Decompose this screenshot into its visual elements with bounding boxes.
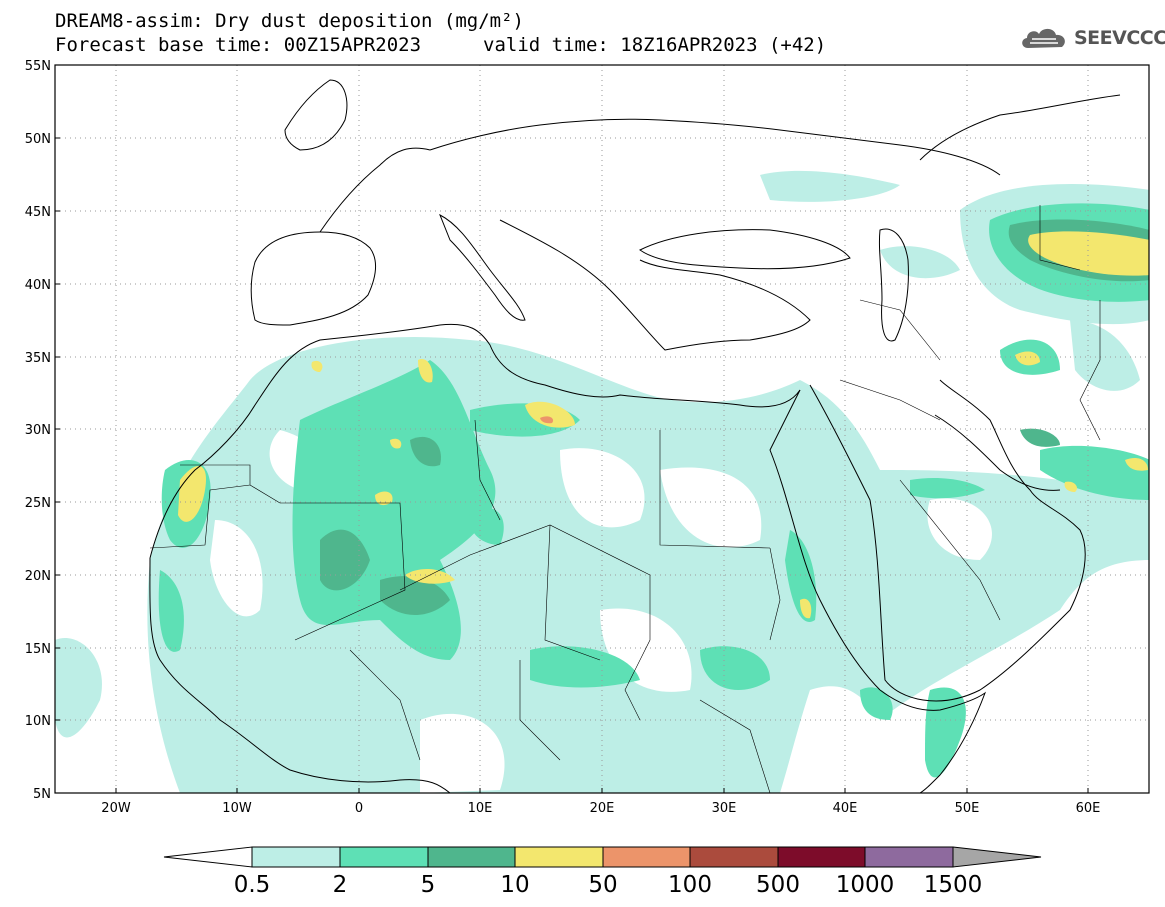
shading-layer [55, 170, 1149, 793]
legend-swatch-6 [689, 846, 779, 868]
map-title: DREAM8-assim: Dry dust deposition (mg/m²… [55, 10, 524, 32]
lon-label: 60E [1076, 801, 1101, 816]
legend-swatch-0 [163, 846, 253, 868]
lon-label: 30E [712, 801, 737, 816]
legend-label: 10 [500, 872, 529, 898]
dust-field-yellow [178, 466, 206, 522]
legend-label: 0.5 [234, 872, 271, 898]
lon-label: 20E [590, 801, 615, 816]
legend-colorbar [163, 846, 1042, 868]
lat-label: 45N [25, 205, 51, 220]
legend-label: 1500 [924, 872, 983, 898]
legend-swatch-5 [602, 846, 691, 868]
lat-label: 50N [25, 132, 51, 147]
lat-label: 5N [33, 787, 51, 802]
valid-time: valid time: 18Z16APR2023 (+42) [483, 34, 827, 56]
lat-label: 30N [25, 423, 51, 438]
lat-label: 35N [25, 351, 51, 366]
lat-label: 25N [25, 496, 51, 511]
legend-swatch-9 [952, 846, 1042, 868]
lat-label: 15N [25, 642, 51, 657]
legend-swatch-1 [251, 846, 341, 868]
logo-text: SEEVCCC [1074, 27, 1165, 49]
legend-label: 50 [588, 872, 617, 898]
tick-marks [55, 64, 1089, 793]
cloud-icon [1022, 28, 1065, 48]
latitude-labels: 55N 50N 45N 40N 35N 30N 25N 20N 15N 10N … [25, 59, 51, 802]
lon-label: 50E [955, 801, 980, 816]
lat-label: 20N [25, 569, 51, 584]
lon-label: 0 [355, 801, 363, 816]
dust-field-sahara-dark [320, 529, 370, 591]
legend-swatch-8 [864, 846, 954, 868]
lon-label: 10W [222, 801, 252, 816]
lon-label: 10E [468, 801, 493, 816]
lat-label: 40N [25, 278, 51, 293]
longitude-labels: 20W 10W 0 10E 20E 30E 40E 50E 60E [101, 801, 1100, 816]
legend-swatch-7 [777, 846, 866, 868]
legend-labels: 0.5 2 5 10 50 100 500 1000 1500 [234, 872, 983, 898]
legend-label: 2 [333, 872, 348, 898]
legend-swatch-3 [427, 846, 516, 868]
legend-label: 500 [756, 872, 800, 898]
lon-label: 40E [833, 801, 858, 816]
seevccc-logo: SEEVCCC [1018, 24, 1165, 52]
legend-label: 100 [668, 872, 712, 898]
legend-swatch-4 [514, 846, 604, 868]
coastlines [149, 79, 1121, 793]
lon-label: 20W [101, 801, 131, 816]
legend-label: 5 [421, 872, 436, 898]
lat-label: 55N [25, 59, 51, 74]
forecast-base-time: Forecast base time: 00Z15APR2023 [55, 34, 422, 56]
legend-swatch-2 [339, 846, 429, 868]
country-borders [149, 205, 1101, 793]
legend-label: 1000 [836, 872, 895, 898]
lat-label: 10N [25, 714, 51, 729]
